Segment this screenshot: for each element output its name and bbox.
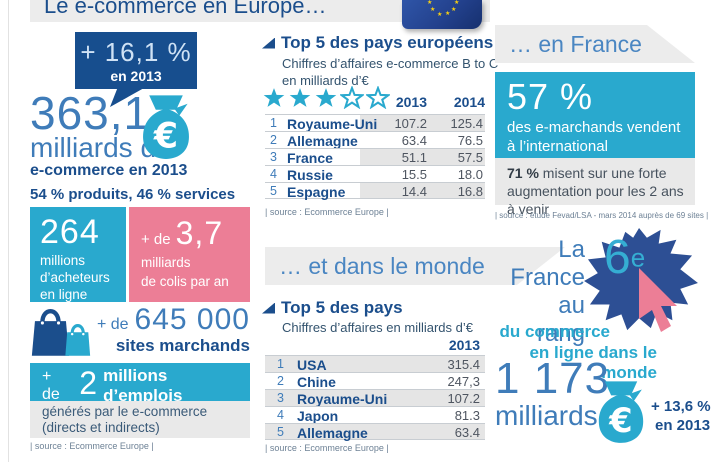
growth-year: en 2013 <box>110 68 162 84</box>
france-section-ribbon: … en France <box>495 25 695 63</box>
cursor-arrow-icon <box>639 268 677 332</box>
world-revenue-value: 1 173 <box>495 354 611 403</box>
growth-bubble: + 16,1 % en 2013 <box>75 32 197 89</box>
buyers-value: 264 <box>40 213 100 251</box>
eu-flag-icon <box>402 0 482 29</box>
parcels-value: 3,7 <box>175 215 224 251</box>
jobs-note: générés par le e-commerce (directs et in… <box>30 401 250 438</box>
world-table-heading: Top 5 des pays <box>262 298 403 318</box>
star-filled-icon <box>315 88 337 107</box>
title-bar: Le e-commerce en Europe… <box>30 0 490 22</box>
svg-text:€: € <box>153 117 178 157</box>
europe-revenue-caption: e-commerce en 2013 <box>30 162 188 179</box>
world-growth-value: + 13,6 % <box>651 398 711 415</box>
page-title: Le e-commerce en Europe… <box>44 0 327 18</box>
table-row: 3 France 51.1 57.5 <box>265 148 485 166</box>
world-section-ribbon: … et dans le monde <box>265 247 565 285</box>
europe-table-heading: Top 5 des pays européens <box>262 33 493 53</box>
international-sellers-box: 57 % des e-marchands vendent à l’interna… <box>495 72 695 158</box>
svg-text:€: € <box>608 401 632 440</box>
money-bag-euro-icon: € <box>598 381 644 443</box>
triangle-bullet-icon <box>262 302 275 314</box>
star-filled-icon <box>289 88 311 107</box>
online-buyers-box: 264 millions d’acheteurs en ligne <box>30 207 126 302</box>
source-left: | source : Ecommerce Europe | <box>30 441 154 451</box>
growth-value: + 16,1 % <box>80 37 192 67</box>
table-row: 4 Russie 15.5 18.0 <box>265 165 485 183</box>
triangle-bullet-icon <box>262 37 275 49</box>
table-row: 2 Allemagne 63.4 76.5 <box>265 131 485 149</box>
jobs-box: + de 2 millions d’emplois <box>30 363 250 405</box>
source-world: | source : Ecommerce Europe | <box>265 443 389 453</box>
rating-stars <box>262 86 390 109</box>
source-europe: | source : Ecommerce Europe | <box>265 207 389 217</box>
star-outline-icon <box>366 86 390 109</box>
rank-badge: 6e <box>604 231 646 284</box>
money-bag-euro-icon: € <box>143 95 189 159</box>
parcels-box: + de 3,7 milliards de colis par an <box>129 207 250 302</box>
intl-value: 57 % <box>507 76 594 117</box>
jobs-value: 2 <box>79 364 98 401</box>
merchant-sites-stat: + de 645 000 <box>96 303 250 336</box>
star-filled-icon <box>263 88 285 107</box>
europe-table: 1 Royaume-Uni 107.2 125.4 2 Allemagne 63.4 76.… <box>265 114 485 200</box>
table-row: 5 Allemagne 63.4 <box>265 423 485 441</box>
world-table: 1 USA 315.4 2 Chine 247,3 3 Royaume-Uni 107.2 … <box>265 355 485 441</box>
table-row: 3 Royaume-Uni 107.2 <box>265 389 485 407</box>
europe-table-year-header: 2013 2014 <box>395 94 485 110</box>
france-rank-text: La France au rang <box>510 236 585 347</box>
shopping-bags-icon <box>31 309 91 356</box>
table-row: 1 USA 315.4 <box>265 355 485 373</box>
table-row: 4 Japon 81.3 <box>265 406 485 424</box>
products-services-split: 54 % produits, 46 % services <box>30 186 236 203</box>
forecast-value: 71 % <box>507 165 539 181</box>
sites-label: sites marchands <box>115 336 250 355</box>
star-outline-icon <box>340 86 364 109</box>
world-table-year-header: 2013 <box>448 337 480 353</box>
table-row: 5 Espagne 14.4 16.8 <box>265 182 485 200</box>
source-france: | source : étude Fevad/LSA - mars 2014 a… <box>495 211 709 220</box>
forecast-box: 71 % misent sur une forte augmentation p… <box>495 158 695 217</box>
table-row: 1 Royaume-Uni 107.2 125.4 <box>265 114 485 132</box>
table-row: 2 Chine 247,3 <box>265 372 485 390</box>
europe-revenue-value: 363,1 <box>30 87 151 139</box>
page-edge-line <box>8 0 9 462</box>
europe-revenue-unit: milliards d’ <box>30 132 163 163</box>
world-growth-year: en 2013 <box>655 417 711 434</box>
sites-value: 645 000 <box>134 303 250 336</box>
